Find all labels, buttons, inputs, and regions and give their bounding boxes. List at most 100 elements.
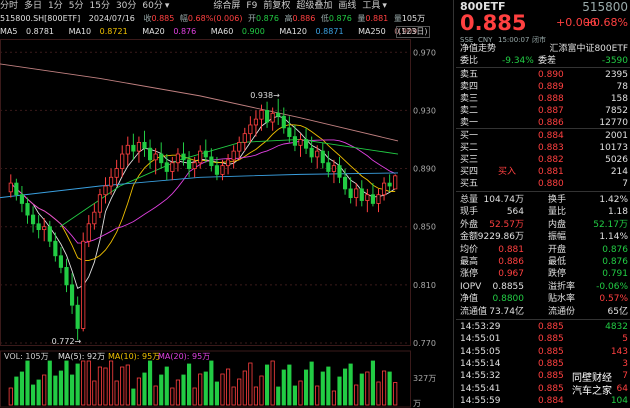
tick-row: 14:55:01 0.885 5 <box>460 333 628 345</box>
tab-duori[interactable]: 多日 <box>24 1 43 11</box>
ma60-legend: MA60 0.900 <box>210 27 265 36</box>
bid-row: 买四 买入 0.881 214 <box>460 166 628 178</box>
tick-price: 0.885 <box>538 322 564 332</box>
stat-row: 现手 564 量比 1.18 <box>460 206 628 218</box>
candle-body <box>58 255 63 268</box>
stat-label: 现手 <box>460 207 479 218</box>
tab-60min[interactable]: 60分 <box>142 1 163 11</box>
tab-1min[interactable]: 1分 <box>48 1 63 11</box>
volume-bar <box>181 374 186 406</box>
ask-volume: 78 <box>616 82 628 92</box>
tab-15min[interactable]: 15分 <box>89 1 110 11</box>
volume-bar <box>320 371 325 406</box>
tick-row: 14:55:41 0.885 64 <box>460 383 628 395</box>
candles <box>8 98 398 341</box>
bid-row: 买二 0.883 10173 <box>460 142 628 154</box>
candle-body <box>53 240 58 257</box>
volume-bar <box>393 382 398 406</box>
stat-value: 1.42% <box>599 195 628 205</box>
stat-label: 均价 <box>460 244 479 255</box>
candle-body <box>92 211 97 225</box>
candle-body <box>147 147 153 161</box>
ask-price: 0.886 <box>538 118 564 128</box>
bid-volume: 214 <box>610 167 628 177</box>
candle-body <box>30 214 36 225</box>
period-toolbar: 分时 多日 1分 5分 15分 30分 60分 ▾ 综合屏 F9 前复权 超级叠加 画线 工具 ▾ <box>0 0 452 13</box>
tick-volume: 5 <box>622 334 628 345</box>
tick-price: 0.885 <box>538 383 564 394</box>
tab-fenshi[interactable]: 分时 <box>0 1 19 11</box>
chevron-down-icon[interactable]: ▾ <box>382 1 387 11</box>
stat-label: 换手 <box>548 195 567 205</box>
candle-body <box>131 144 136 152</box>
candle-body <box>203 150 208 158</box>
tab-zonghe[interactable]: 综合屏 <box>213 1 241 11</box>
tab-tools[interactable]: 工具 <box>362 1 381 11</box>
volume-bar <box>97 366 102 406</box>
chevron-down-icon[interactable]: ▾ <box>164 1 170 11</box>
ask-row: 卖一 0.886 12770 <box>460 117 628 129</box>
volume-bar <box>237 378 242 406</box>
candle-body <box>303 139 309 149</box>
tab-overlay[interactable]: 超级叠加 <box>296 1 333 11</box>
volume-bar <box>170 387 175 406</box>
fund-short-name: 800ETF <box>460 0 506 13</box>
period-count-tag[interactable]: (123日) <box>396 26 430 38</box>
kline-chart[interactable]: 0.970 0.930 0.890 0.850 0.810 0.770 0.938→ 0.7… <box>0 39 452 408</box>
candle-body <box>19 194 25 204</box>
volume-ma-legend: MA(20): 95万 <box>158 352 210 361</box>
volume-bar <box>203 371 208 406</box>
tick-row: 14:55:59 0.884 104 <box>460 395 628 407</box>
tick-volume: 4832 <box>605 322 628 332</box>
tick-price: 0.885 <box>538 346 564 357</box>
tick-price: 0.885 <box>538 371 564 382</box>
volume-bar <box>348 363 353 406</box>
ask-price: 0.887 <box>538 106 564 116</box>
candle-body <box>86 223 91 242</box>
ask-volume: 2395 <box>605 70 628 80</box>
bid-volume: 2001 <box>605 131 628 141</box>
y-tick-label: 0.810 <box>413 281 436 290</box>
candle-body <box>259 110 264 120</box>
stat-value: 564 <box>506 207 524 218</box>
bid-label: 买一 <box>460 131 479 141</box>
ask-price: 0.890 <box>538 70 564 80</box>
bid-price: 0.881 <box>538 167 564 177</box>
tab-30min[interactable]: 30分 <box>115 1 137 11</box>
volume-bar <box>53 375 58 406</box>
volume-bar <box>159 374 164 406</box>
tab-fuquan[interactable]: 前复权 <box>263 1 291 11</box>
volume-bar <box>142 372 147 406</box>
candle-body <box>42 226 47 231</box>
tab-f9[interactable]: F9 <box>246 1 258 11</box>
stat-value: 0.8800 <box>492 294 525 305</box>
tab-5min[interactable]: 5分 <box>68 1 84 11</box>
stat-value: 73.74亿 <box>489 306 524 317</box>
volume-bar <box>281 369 286 406</box>
stat-row: 金额 9229.86万 振幅 1.14% <box>460 231 628 243</box>
candle-body <box>237 141 242 152</box>
last-price: 0.885 <box>460 11 527 35</box>
bid-label: 买三 <box>460 155 479 165</box>
volume-bar <box>36 379 41 406</box>
price-frame <box>0 39 411 346</box>
candle-body <box>370 194 375 204</box>
candle-body <box>315 150 320 158</box>
candle-body <box>181 153 186 161</box>
candle-body <box>231 150 236 161</box>
bar-date: 2024/07/16 <box>88 14 135 23</box>
volume-bar <box>131 388 136 406</box>
stat-value: 1.18 <box>607 207 628 218</box>
candle-body <box>109 176 114 187</box>
ma120-line <box>0 172 399 199</box>
stat-value: 0.791 <box>602 269 628 280</box>
candle-body <box>81 240 86 329</box>
stat-row: IOPV 0.8855 溢折率 -0.06% <box>460 281 628 293</box>
volume-bar <box>264 364 270 406</box>
tick-volume: 104 <box>610 395 628 406</box>
volume-bar <box>253 386 258 406</box>
stat-label: 开盘 <box>548 244 567 255</box>
tab-draw[interactable]: 画线 <box>338 1 357 11</box>
ask-row: 卖三 0.888 158 <box>460 93 628 105</box>
net-value-link[interactable]: 净值走势 <box>460 44 497 54</box>
